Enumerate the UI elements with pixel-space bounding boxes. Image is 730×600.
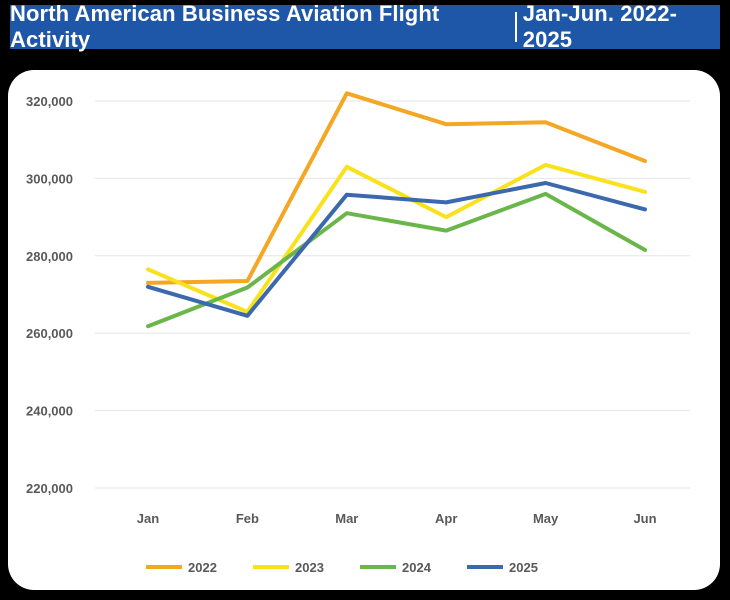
y-tick-label: 320,000: [26, 94, 73, 109]
series-line-2024: [146, 191, 647, 329]
chart-title: North American Business Aviation Flight …: [10, 1, 440, 52]
series-line-2022: [146, 91, 647, 285]
x-tick-label: May: [533, 511, 559, 526]
chart-title-range: Jan-Jun. 2022-2025: [522, 1, 678, 52]
legend: 2022 2023 2024 2025: [146, 560, 538, 575]
legend-label-2022: 2022: [188, 560, 217, 575]
gridlines: [95, 100, 690, 489]
title-separator: [514, 12, 517, 42]
x-tick-label: Mar: [335, 511, 358, 526]
y-tick-label: 300,000: [26, 171, 73, 186]
x-tick-label: Jun: [633, 511, 656, 526]
chart-title-bar: North American Business Aviation Flight …: [10, 1, 720, 52]
chart-panel: [8, 70, 720, 590]
legend-label-2023: 2023: [295, 560, 324, 575]
series-lines: [146, 91, 647, 329]
y-tick-label: 220,000: [26, 481, 73, 496]
x-tick-label: Feb: [236, 511, 259, 526]
y-tick-label: 240,000: [26, 404, 73, 419]
series-line-2025: [146, 181, 647, 318]
x-axis-ticks: Jan Feb Mar Apr May Jun: [137, 511, 657, 526]
series-line-2023: [146, 162, 647, 314]
x-tick-label: Jan: [137, 511, 159, 526]
y-axis-ticks: 220,000 240,000 260,000 280,000 300,000 320,0…: [26, 94, 73, 496]
y-tick-label: 280,000: [26, 249, 73, 264]
y-tick-label: 260,000: [26, 326, 73, 341]
legend-label-2025: 2025: [509, 560, 538, 575]
x-tick-label: Apr: [435, 511, 457, 526]
legend-label-2024: 2024: [402, 560, 432, 575]
